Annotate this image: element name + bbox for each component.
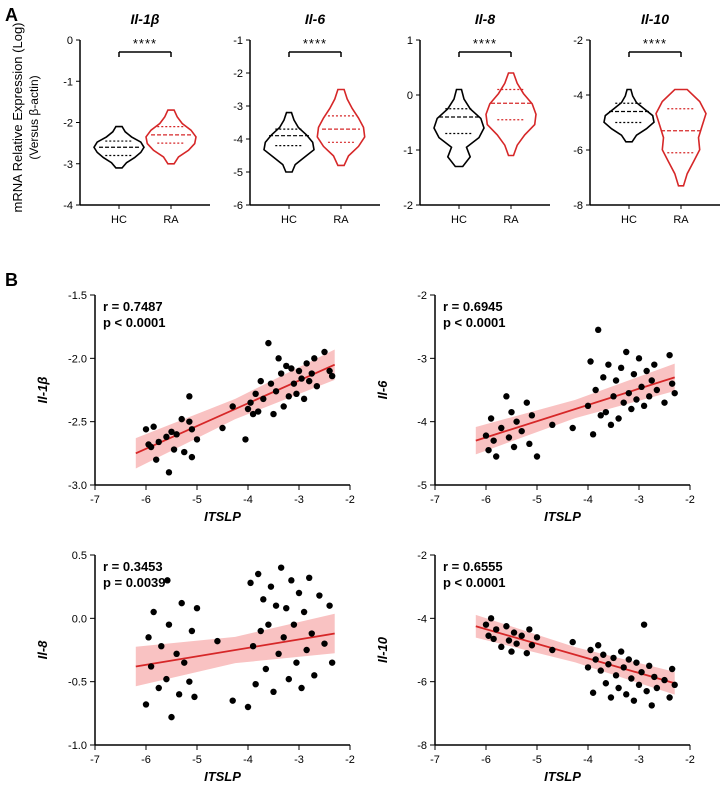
svg-text:p < 0.0001: p < 0.0001 [103,315,166,330]
figure-svg: mRNA Relative Expression (Log)(Versus β-… [0,0,727,810]
svg-text:-4: -4 [583,494,593,506]
svg-text:-3: -3 [63,159,73,171]
svg-text:-3: -3 [294,754,304,766]
svg-text:Il-1β: Il-1β [131,11,160,27]
svg-text:****: **** [133,36,157,51]
svg-text:-6: -6 [141,754,151,766]
svg-text:0: 0 [407,90,413,102]
figure: A B mRNA Relative Expression (Log)(Versu… [0,0,727,810]
svg-text:HC: HC [111,214,127,226]
svg-text:-2: -2 [417,550,427,562]
svg-text:ITSLP: ITSLP [544,509,581,524]
svg-text:1: 1 [407,35,413,47]
svg-text:-2.0: -2.0 [68,353,87,365]
svg-text:-5: -5 [532,494,542,506]
svg-text:Il-10: Il-10 [375,636,390,663]
svg-text:****: **** [303,36,327,51]
svg-text:-5: -5 [532,754,542,766]
svg-text:****: **** [473,36,497,51]
svg-text:-3: -3 [634,494,644,506]
svg-text:RA: RA [333,214,349,226]
svg-text:-4: -4 [243,494,253,506]
svg-text:-2: -2 [345,494,355,506]
svg-text:-2.5: -2.5 [68,417,87,429]
svg-text:-3: -3 [233,101,243,113]
svg-text:-3: -3 [417,353,427,365]
svg-text:-6: -6 [481,754,491,766]
svg-text:-4: -4 [417,613,427,625]
svg-text:p = 0.0039: p = 0.0039 [103,575,166,590]
svg-text:-8: -8 [573,200,583,212]
svg-text:-5: -5 [417,480,427,492]
svg-text:-8: -8 [417,740,427,752]
svg-text:HC: HC [451,214,467,226]
svg-text:0.5: 0.5 [72,550,87,562]
svg-text:-3: -3 [634,754,644,766]
svg-text:ITSLP: ITSLP [544,769,581,784]
svg-text:-1: -1 [63,76,73,88]
svg-text:r = 0.7487: r = 0.7487 [103,299,163,314]
svg-text:-0.5: -0.5 [68,677,87,689]
svg-text:****: **** [643,36,667,51]
svg-text:-2: -2 [573,35,583,47]
svg-text:ITSLP: ITSLP [204,509,241,524]
svg-text:-2: -2 [685,754,695,766]
svg-text:HC: HC [621,214,637,226]
svg-text:r = 0.6945: r = 0.6945 [443,299,503,314]
svg-text:-1: -1 [233,35,243,47]
svg-text:-6: -6 [233,200,243,212]
svg-text:-4: -4 [243,754,253,766]
svg-text:-4: -4 [233,134,243,146]
svg-text:-4: -4 [417,417,427,429]
svg-text:r = 0.6555: r = 0.6555 [443,559,503,574]
svg-text:-2: -2 [233,68,243,80]
svg-text:HC: HC [281,214,297,226]
svg-text:Il-8: Il-8 [35,640,50,660]
svg-text:RA: RA [163,214,179,226]
svg-text:-2: -2 [403,200,413,212]
svg-text:-5: -5 [233,167,243,179]
svg-text:mRNA Relative Expression (Log): mRNA Relative Expression (Log) [10,22,25,212]
svg-text:Il-8: Il-8 [475,11,495,27]
svg-text:RA: RA [673,214,689,226]
svg-text:-7: -7 [430,754,440,766]
svg-text:(Versus β-actin): (Versus β-actin) [27,75,41,159]
svg-text:-3: -3 [294,494,304,506]
svg-text:p < 0.0001: p < 0.0001 [443,315,506,330]
svg-text:-5: -5 [192,494,202,506]
svg-text:-2: -2 [685,494,695,506]
svg-text:Il-6: Il-6 [375,380,390,400]
svg-text:RA: RA [503,214,519,226]
svg-text:-6: -6 [417,677,427,689]
svg-text:Il-1β: Il-1β [35,377,50,404]
svg-text:-7: -7 [430,494,440,506]
svg-text:Il-6: Il-6 [305,11,325,27]
svg-text:Il-10: Il-10 [641,11,669,27]
svg-text:-1: -1 [403,145,413,157]
svg-text:-4: -4 [573,90,583,102]
svg-text:0.0: 0.0 [72,613,87,625]
svg-text:-2: -2 [345,754,355,766]
svg-text:-3.0: -3.0 [68,480,87,492]
svg-text:-7: -7 [90,494,100,506]
svg-text:-7: -7 [90,754,100,766]
svg-text:0: 0 [67,35,73,47]
svg-text:-6: -6 [141,494,151,506]
svg-text:-6: -6 [481,494,491,506]
svg-text:-5: -5 [192,754,202,766]
svg-text:r = 0.3453: r = 0.3453 [103,559,163,574]
svg-text:-6: -6 [573,145,583,157]
svg-text:-1.5: -1.5 [68,290,87,302]
svg-text:-2: -2 [63,118,73,130]
svg-text:-4: -4 [63,200,73,212]
svg-text:p < 0.0001: p < 0.0001 [443,575,506,590]
svg-text:ITSLP: ITSLP [204,769,241,784]
svg-text:-2: -2 [417,290,427,302]
svg-text:-1.0: -1.0 [68,740,87,752]
svg-text:-4: -4 [583,754,593,766]
